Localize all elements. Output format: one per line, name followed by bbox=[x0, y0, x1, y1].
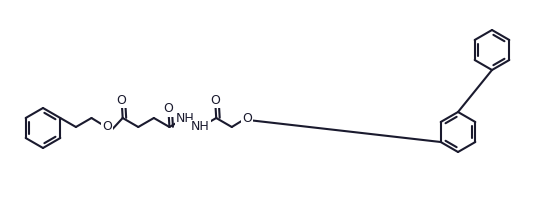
Text: O: O bbox=[210, 93, 220, 106]
Text: NH: NH bbox=[176, 112, 194, 124]
Text: O: O bbox=[102, 120, 112, 134]
Text: NH: NH bbox=[192, 120, 210, 134]
Text: O: O bbox=[116, 93, 127, 106]
Text: O: O bbox=[242, 112, 253, 124]
Text: O: O bbox=[164, 102, 174, 116]
